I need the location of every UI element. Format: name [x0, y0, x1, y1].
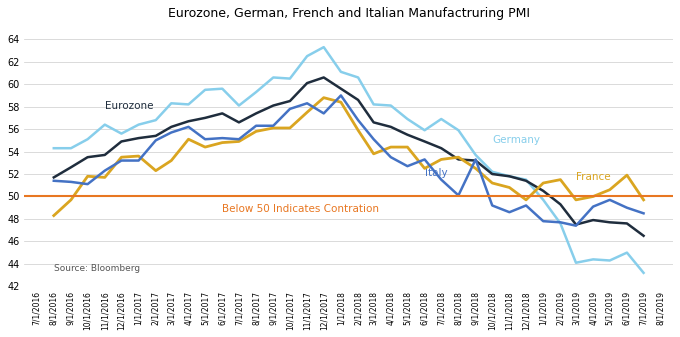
Text: Italy: Italy	[424, 168, 447, 178]
Text: Germany: Germany	[492, 134, 540, 145]
Text: Source: Bloomberg: Source: Bloomberg	[54, 264, 140, 273]
Text: France: France	[576, 172, 611, 182]
Title: Eurozone, German, French and Italian Manufactruring PMI: Eurozone, German, French and Italian Man…	[168, 7, 530, 20]
Text: Eurozone: Eurozone	[105, 101, 153, 111]
Text: Below 50 Indicates Contration: Below 50 Indicates Contration	[222, 204, 379, 214]
